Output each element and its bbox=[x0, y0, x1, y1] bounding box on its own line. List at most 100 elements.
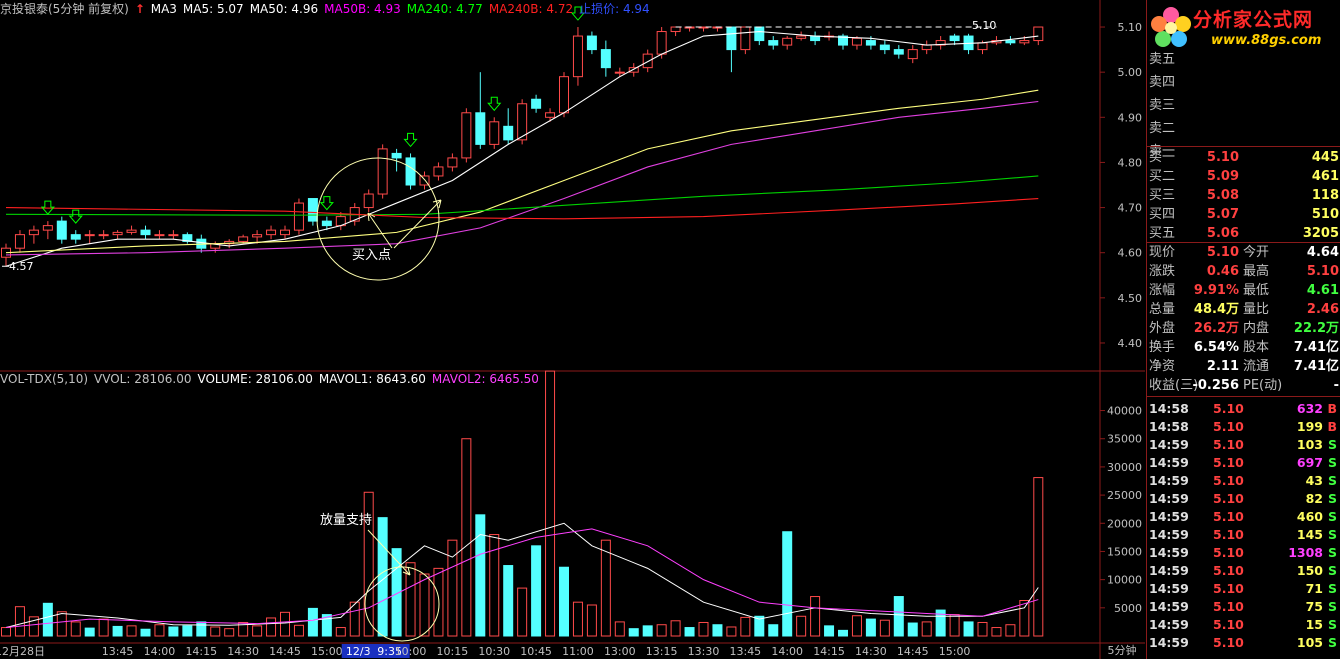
tick-volume: 105 bbox=[1296, 635, 1323, 650]
volume-bar bbox=[56, 611, 67, 637]
candle bbox=[293, 202, 304, 231]
volume-bar bbox=[84, 627, 95, 637]
candle bbox=[42, 225, 53, 231]
volume-bar bbox=[196, 621, 207, 637]
volume-bar bbox=[280, 611, 290, 637]
volume-chart-header: VOL-TDX(5,10) VVOL: 28106.00 VOLUME: 28106… bbox=[0, 370, 545, 388]
ask-row: 卖五 bbox=[1147, 50, 1340, 69]
low-price-label: 4.57 bbox=[9, 260, 34, 273]
volume-bar bbox=[182, 625, 193, 637]
stat-label: 最高 bbox=[1243, 264, 1270, 279]
volume-bar bbox=[838, 629, 848, 637]
candle bbox=[252, 234, 263, 238]
bid-volume: 461 bbox=[1311, 169, 1339, 184]
volume-bar bbox=[238, 621, 249, 637]
time-label: 14:30 bbox=[227, 645, 259, 658]
stat-value: 48.4万 bbox=[1193, 302, 1239, 317]
tick-row: 14:59 5.10 145 S bbox=[1147, 526, 1340, 544]
tick-volume: 15 bbox=[1305, 617, 1323, 632]
buy-point-circle bbox=[316, 157, 440, 281]
stat-value: 26.2万 bbox=[1193, 321, 1239, 336]
stock-title[interactable]: 京投银泰(5分钟 前复权) bbox=[0, 2, 129, 16]
tick-time: 14:59 bbox=[1149, 455, 1189, 470]
volume-bar bbox=[740, 616, 751, 637]
tick-time: 14:58 bbox=[1149, 419, 1189, 434]
stat-value: 6.54% bbox=[1193, 340, 1239, 355]
tick-time: 14:59 bbox=[1149, 491, 1189, 506]
vol-ma-line-mavol1 bbox=[5, 522, 1039, 629]
header-indicator: MA240B: 4.72 bbox=[488, 2, 574, 16]
volume-bar bbox=[600, 539, 611, 637]
tick-volume: 103 bbox=[1296, 437, 1323, 452]
ma-line-ma50 bbox=[5, 89, 1039, 254]
candle bbox=[1033, 26, 1044, 42]
candle bbox=[614, 71, 625, 74]
stat-label: 外盘 bbox=[1149, 321, 1176, 336]
high-price-label: 5.10 bbox=[972, 19, 997, 32]
tick-time: 14:59 bbox=[1149, 563, 1189, 578]
quote-panel: 分析家公式网 www.88gs.com 卖五 卖四 卖三 卖二 卖一 买一 5.10 445 买… bbox=[1146, 0, 1340, 659]
flower-logo-icon bbox=[1151, 7, 1191, 47]
buy-arrow-icon bbox=[68, 209, 83, 224]
candle bbox=[559, 76, 569, 114]
stat-value: 22.2万 bbox=[1293, 321, 1339, 336]
volume-bar bbox=[851, 615, 862, 637]
volume-indicator: MAVOL2: 6465.50 bbox=[431, 372, 539, 386]
candle bbox=[726, 26, 737, 51]
candle bbox=[893, 49, 904, 55]
candle bbox=[461, 112, 472, 159]
buy-point-arrow bbox=[393, 199, 442, 249]
candle bbox=[447, 157, 458, 168]
ask-label: 卖一 bbox=[1149, 144, 1176, 159]
tick-direction: S bbox=[1327, 581, 1337, 596]
stat-row: 总量 48.4万 量比 2.46 bbox=[1147, 300, 1340, 319]
tick-time: 14:59 bbox=[1149, 473, 1189, 488]
candle bbox=[628, 67, 639, 73]
time-label: 13:15 bbox=[646, 645, 678, 658]
stat-row: 涨幅 9.91% 最低 4.61 bbox=[1147, 281, 1340, 300]
volume-bar bbox=[14, 606, 25, 637]
ask-row: 卖一 bbox=[1147, 142, 1340, 161]
tick-direction: S bbox=[1327, 635, 1337, 650]
candle bbox=[419, 175, 430, 186]
bid-row: 买五 5.06 3205 bbox=[1147, 224, 1340, 243]
time-label: 14:45 bbox=[897, 645, 929, 658]
candle bbox=[182, 234, 193, 242]
buy-arrow-icon bbox=[40, 200, 55, 215]
tick-direction: S bbox=[1327, 509, 1337, 524]
bid-label: 买三 bbox=[1149, 188, 1176, 203]
header-indicator: MA50: 4.96 bbox=[249, 2, 319, 16]
volume-bar bbox=[489, 534, 500, 637]
volume-bar bbox=[349, 601, 360, 637]
volume-bar bbox=[865, 618, 876, 637]
tick-row: 14:59 5.10 460 S bbox=[1147, 508, 1340, 526]
chart-area[interactable]: 4.57 5.10 买入点 放量支持 5.10 5.00 4.90 4.80 4.70 4.6… bbox=[0, 0, 1145, 659]
stat-label: PE(动) bbox=[1243, 378, 1283, 393]
time-label: 13:30 bbox=[688, 645, 720, 658]
header-indicator: MA3 bbox=[150, 2, 177, 16]
vol-ma-line-mavol2 bbox=[5, 528, 1039, 629]
tick-price: 5.10 bbox=[1213, 455, 1244, 470]
stat-label: 今开 bbox=[1243, 245, 1270, 260]
tick-volume: 150 bbox=[1296, 563, 1323, 578]
time-label: 12月28日 bbox=[0, 645, 45, 658]
stat-label: 股本 bbox=[1243, 340, 1270, 355]
volume-tick-label: 40000 bbox=[1107, 405, 1142, 418]
stat-value: - bbox=[1333, 378, 1339, 393]
tick-volume: 71 bbox=[1305, 581, 1323, 596]
date-highlight bbox=[369, 644, 410, 658]
period-label: 5分钟 bbox=[1108, 643, 1137, 657]
candle bbox=[907, 49, 918, 60]
volume-bar bbox=[684, 627, 695, 637]
tick-direction: S bbox=[1327, 545, 1337, 560]
time-label: 11:00 bbox=[562, 645, 594, 658]
price-tick-label: 5.00 bbox=[1118, 66, 1143, 79]
volume-tick-label: 5000 bbox=[1114, 602, 1142, 615]
candle bbox=[851, 37, 862, 46]
volume-bar bbox=[949, 614, 960, 637]
up-arrow-icon: ↑ bbox=[134, 2, 145, 16]
tick-volume: 632 bbox=[1296, 401, 1323, 416]
tick-row: 14:59 5.10 82 S bbox=[1147, 490, 1340, 508]
time-label: 15:00 bbox=[311, 645, 343, 658]
candle bbox=[154, 234, 165, 237]
